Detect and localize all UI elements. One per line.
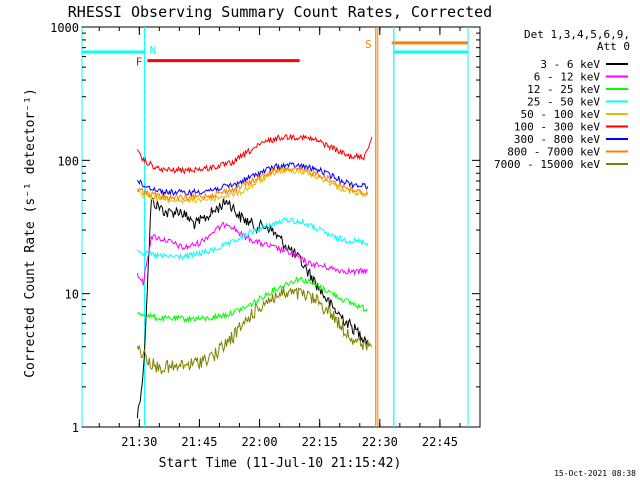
series-line — [136, 222, 369, 286]
legend-header-line: Det 1,3,4,5,6,9, — [524, 28, 630, 41]
y-axis: 1 10 100 1000 — [50, 21, 480, 435]
legend-header-line: Att 0 — [597, 40, 630, 53]
y-axis-label: Corrected Count Rate (s⁻¹ detector⁻¹) — [23, 88, 38, 378]
series-line — [136, 286, 373, 375]
x-tick-label: 22:15 — [302, 435, 338, 449]
legend-label: 300 - 800 keV — [514, 133, 600, 146]
plot-frame — [81, 26, 481, 428]
series-line — [136, 161, 369, 198]
x-axis: 21:30 21:45 22:00 22:15 22:30 22:45 — [98, 27, 481, 449]
plot-area: NF S 1 10 100 1000 21:30 21:45 22:00 22:15 22:30… — [50, 21, 481, 449]
x-tick-label: 21:45 — [181, 435, 217, 449]
footer-timestamp: 15-Oct-2021 08:38 — [554, 469, 636, 478]
series-line — [136, 133, 373, 175]
legend-label: 12 - 25 keV — [527, 83, 600, 96]
series-line — [136, 165, 368, 202]
series-line — [136, 275, 369, 324]
x-axis-label: Start Time (11-Jul-10 21:15:42) — [159, 456, 402, 471]
series-line — [136, 197, 369, 419]
x-tick-label: 22:00 — [241, 435, 277, 449]
series-line — [136, 166, 369, 205]
legend-label: 50 - 100 keV — [521, 108, 601, 121]
legend-label: 100 - 300 keV — [514, 121, 600, 134]
legend-label: 6 - 12 keV — [534, 71, 601, 84]
y-tick-label: 100 — [57, 154, 79, 168]
legend-label: 25 - 50 keV — [527, 96, 600, 109]
series-group — [136, 133, 373, 419]
series-line — [137, 216, 369, 261]
chart-title: RHESSI Observing Summary Count Rates, Co… — [68, 3, 492, 21]
legend-label: 3 - 6 keV — [540, 58, 600, 71]
marker-label: S — [365, 38, 372, 51]
x-tick-label: 22:30 — [362, 435, 398, 449]
y-tick-label: 10 — [65, 288, 79, 302]
legend-label: 800 - 7000 keV — [507, 146, 600, 159]
y-tick-label: 1 — [72, 421, 79, 435]
x-tick-label: 21:30 — [121, 435, 157, 449]
legend-label: 7000 - 15000 keV — [494, 158, 600, 171]
y-tick-label: 1000 — [50, 21, 79, 35]
legend-header: Det 1,3,4,5,6,9,Att 0 — [524, 28, 630, 53]
marker-label: N — [150, 44, 157, 57]
mode-markers: NF S — [81, 27, 469, 427]
x-tick-label: 22:45 — [422, 435, 458, 449]
marker-label: F — [136, 56, 143, 69]
